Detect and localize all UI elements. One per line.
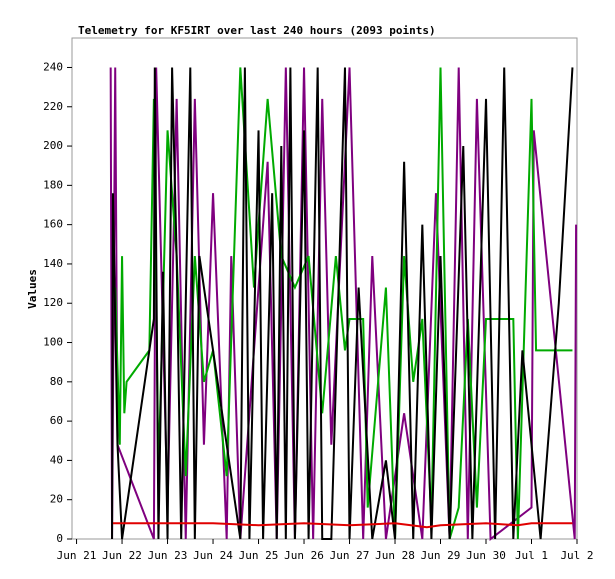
x-tick-label: Jun 22 <box>102 549 142 562</box>
y-tick-label: 140 <box>43 257 63 270</box>
x-tick-label: Jun 30 <box>466 549 506 562</box>
y-tick-label: 0 <box>56 532 63 545</box>
y-tick-label: 160 <box>43 218 63 231</box>
x-tick-label: Jul 2 <box>560 549 593 562</box>
series-line <box>112 522 573 529</box>
x-tick-label: Jun 27 <box>330 549 370 562</box>
y-tick-label: 100 <box>43 336 63 349</box>
x-tick-label: Jun 21 <box>57 549 97 562</box>
x-tick-label: Jun 29 <box>421 549 461 562</box>
y-tick-label: 60 <box>50 414 63 427</box>
plot-frame <box>71 37 578 540</box>
y-tick-label: 200 <box>43 139 63 152</box>
x-tick-label: Jun 28 <box>375 549 415 562</box>
y-tick-label: 20 <box>50 493 63 506</box>
x-tick-label: Jun 25 <box>239 549 279 562</box>
x-tick-label: Jun 23 <box>148 549 188 562</box>
y-tick-label: 40 <box>50 453 63 466</box>
y-tick-label: 120 <box>43 296 63 309</box>
y-tick-label: 220 <box>43 100 63 113</box>
y-tick-label: 80 <box>50 375 63 388</box>
x-tick-label: Jul 1 <box>515 549 548 562</box>
y-axis-label: Values <box>26 269 39 309</box>
x-tick-label: Jun 26 <box>284 549 324 562</box>
y-tick-label: 180 <box>43 178 63 191</box>
x-tick-label: Jun 24 <box>193 549 233 562</box>
chart-title: Telemetry for KF5IRT over last 240 hours… <box>78 24 436 37</box>
y-tick-label: 240 <box>43 60 63 73</box>
series-line <box>111 67 574 540</box>
